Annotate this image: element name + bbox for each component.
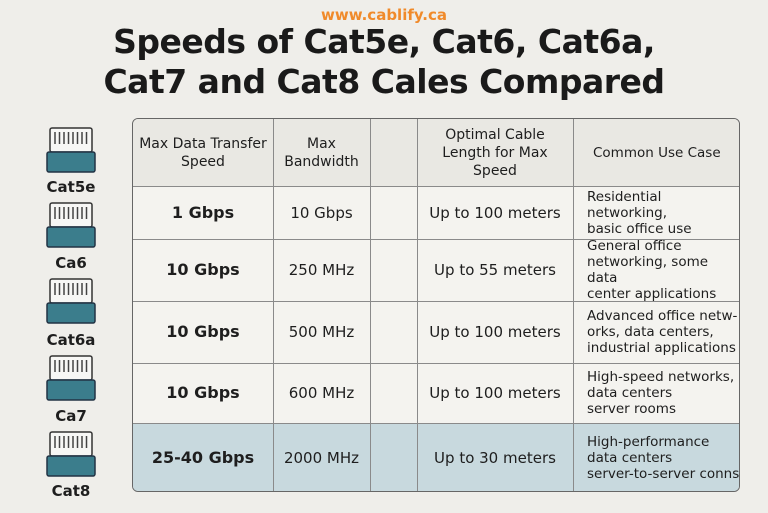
connector-head — [49, 127, 93, 153]
connector-body — [46, 151, 96, 173]
connector-body — [46, 302, 96, 324]
speed-cell: 10 Gbps — [166, 260, 240, 279]
use-case-line: Advanced office netw- — [587, 308, 738, 324]
cable-label: Ca7 — [55, 407, 87, 425]
use-case-line: General office — [587, 238, 682, 254]
length-cell: Up to 30 meters — [434, 449, 556, 467]
highlight-row — [133, 423, 739, 491]
length-cell: Up to 100 meters — [429, 203, 561, 222]
use-case-line: data centers — [587, 385, 673, 401]
row-divider — [133, 301, 739, 302]
use-case-line: orks, data centers, — [587, 324, 714, 340]
use-case-cell: Advanced office netw-orks, data centers,… — [573, 301, 739, 363]
bandwidth-cell: 600 MHz — [288, 384, 355, 402]
use-case-line: basic office use — [587, 220, 692, 237]
column-header: Max Data Transfer Speed — [139, 135, 267, 170]
title-line: Speeds of Cat5e, Cat6, Cat6a, — [113, 22, 655, 61]
use-case-line: server-to-server conns — [587, 466, 740, 482]
bandwidth-cell: 500 MHz — [288, 323, 355, 341]
speed-cell: 25-40 Gbps — [151, 448, 255, 467]
length-cell: Up to 100 meters — [429, 384, 561, 402]
row-divider — [133, 186, 739, 187]
bandwidth-cell: 10 Gbps — [290, 203, 353, 222]
column-header: Common Use Case — [593, 144, 721, 161]
speed-cell: 10 Gbps — [166, 383, 240, 402]
cable-label: Cat8 — [51, 482, 91, 500]
bandwidth-cell: 2000 MHz — [283, 449, 360, 467]
row-divider — [133, 423, 739, 424]
column-divider — [573, 119, 574, 491]
column-divider — [370, 119, 371, 491]
title-line: Cat7 and Cat8 Cales Compared — [103, 62, 665, 101]
speed-cell: 1 Gbps — [171, 202, 235, 222]
cable-label: Cat6a — [46, 331, 96, 349]
column-divider — [417, 119, 418, 491]
use-case-line: Residential networking, — [587, 188, 667, 221]
length-cell: Up to 55 meters — [434, 261, 556, 279]
use-case-line: networking, some data — [587, 254, 709, 286]
column-divider — [273, 119, 274, 491]
use-case-cell: Residential networking, basic office use — [573, 186, 739, 239]
use-case-cell: High-performance data centers server-to-se… — [573, 423, 740, 491]
speed-cell: 10 Gbps — [166, 322, 240, 341]
use-case-cell: High-speed networks, data centers server r… — [573, 363, 739, 423]
site-url: www.cablify.ca — [321, 6, 447, 24]
use-case-line: High-performance — [587, 434, 710, 450]
header-row — [133, 119, 739, 186]
column-header: Optimal Cable Length for Max Speed — [442, 126, 548, 179]
row-divider — [133, 363, 739, 364]
use-case-line: data centers — [587, 450, 673, 466]
cable-label: Ca6 — [55, 254, 87, 272]
connector-head — [49, 202, 93, 228]
length-cell: Up to 100 meters — [429, 323, 561, 341]
cable-label: Cat5e — [46, 178, 96, 196]
bandwidth-cell: 250 MHz — [288, 261, 355, 279]
use-case-line: center applications — [587, 286, 717, 302]
connector-head — [49, 355, 93, 381]
connector-body — [46, 226, 96, 248]
use-case-cell: General office networking, some data cente… — [573, 238, 739, 302]
connector-head — [49, 278, 93, 304]
connector-head — [49, 431, 93, 457]
use-case-line: server rooms — [587, 401, 676, 417]
connector-body — [46, 379, 96, 401]
use-case-line: High-speed networks, — [587, 369, 735, 385]
use-case-line: industrial applications — [587, 340, 736, 356]
connector-body — [46, 455, 96, 477]
row-divider — [133, 239, 739, 240]
cable-icons — [46, 127, 96, 477]
comparison-table: Max Data Transfer Speed Max Bandwidth Opti… — [132, 118, 740, 492]
column-header: Max Bandwidth — [284, 135, 359, 170]
